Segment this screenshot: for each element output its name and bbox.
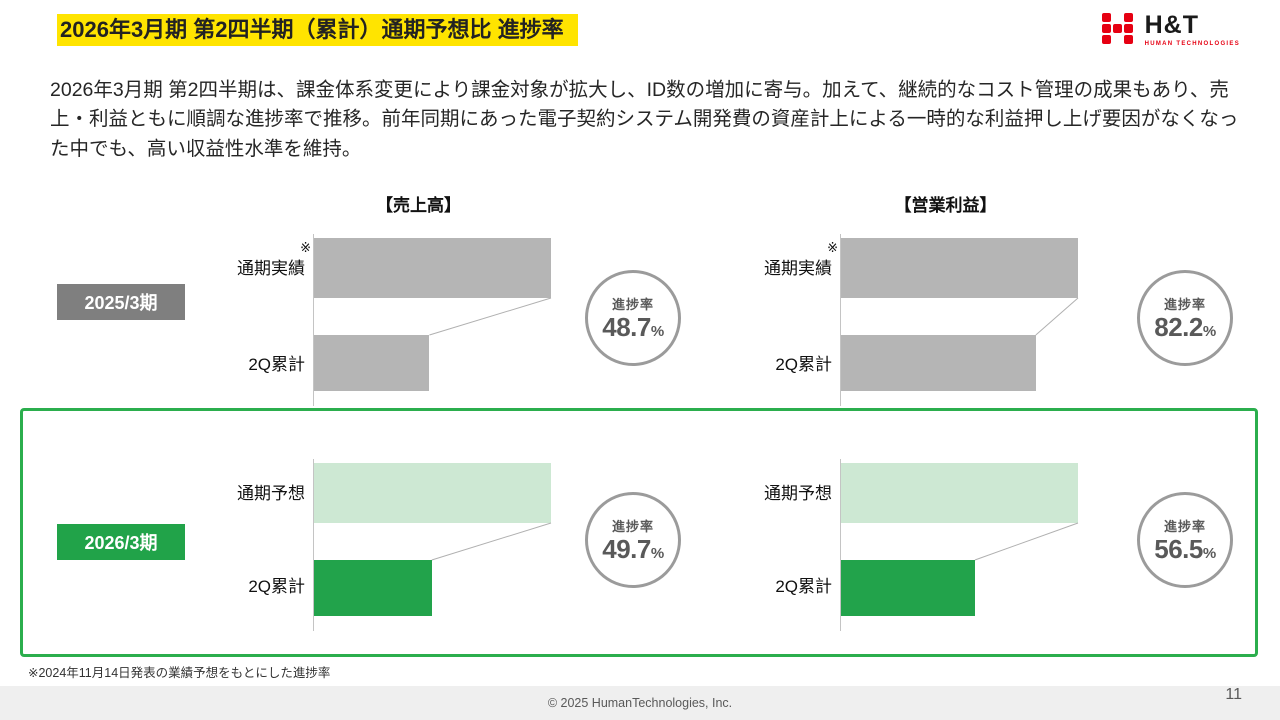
connector-line <box>314 523 551 560</box>
bar-full-2026-revenue <box>314 463 551 523</box>
bar-q2-2026-revenue <box>314 560 432 616</box>
bar-chart-2026-profit <box>840 459 1078 631</box>
connector-line <box>841 523 1078 560</box>
page-title: 2026年3月期 第2四半期（累計）通期予想比 進捗率 <box>57 12 578 46</box>
footer-copyright: © 2025 HumanTechnologies, Inc. <box>0 686 1280 720</box>
footnote-text: ※2024年11月14日発表の業績予想をもとにした進捗率 <box>28 666 331 680</box>
footnote-marker: ※ <box>300 240 311 255</box>
highlight-frame-2026 <box>20 408 1258 657</box>
logo-subtext: HUMAN TECHNOLOGIES <box>1144 41 1240 47</box>
bar-label-full-2026-revenue: 通期予想 <box>237 484 305 503</box>
progress-circle-2025-profit: 進捗率 82.2% <box>1137 270 1233 366</box>
logo-texts: H&T HUMAN TECHNOLOGIES <box>1144 11 1240 48</box>
summary-text: 2026年3月期 第2四半期は、課金体系変更により課金対象が拡大し、ID数の増加… <box>50 79 1239 160</box>
page-title-highlight: 2026年3月期 第2四半期（累計）通期予想比 進捗率 <box>57 14 578 46</box>
bar-chart-2025-profit <box>840 234 1078 406</box>
bar-label-q2-2026-revenue: 2Q累計 <box>248 577 305 596</box>
bar-label-full-2026-profit: 通期予想 <box>764 484 832 503</box>
bar-label-q2-2025-revenue: 2Q累計 <box>248 355 305 374</box>
bar-label-q2-2026-profit: 2Q累計 <box>775 577 832 596</box>
chart-axis <box>840 459 841 631</box>
bar-q2-2025-profit <box>841 335 1036 391</box>
column-header-profit: 【営業利益】 <box>894 196 997 215</box>
bar-full-2025-revenue <box>314 238 551 298</box>
bar-q2-2025-revenue <box>314 335 430 391</box>
bar-q2-2026-profit <box>841 560 975 616</box>
chart-axis <box>313 459 314 631</box>
chart-axis <box>313 234 314 406</box>
ht-logo-icon <box>1101 13 1133 44</box>
bar-label-full-2025-profit: 通期実績 ※ <box>764 240 838 278</box>
footnote-marker: ※ <box>827 240 838 255</box>
bar-chart-2025-revenue <box>313 234 551 406</box>
bar-chart-2026-revenue <box>313 459 551 631</box>
column-header-revenue: 【売上高】 <box>376 196 461 215</box>
period-label-2025: 2025/3期 <box>57 284 185 320</box>
connector-line <box>314 298 551 335</box>
bar-full-2025-profit <box>841 238 1078 298</box>
progress-circle-2026-revenue: 進捗率 49.7% <box>585 492 681 588</box>
page-number: 11 <box>1225 686 1242 703</box>
logo-text: H&T <box>1144 11 1199 39</box>
progress-circle-2026-profit: 進捗率 56.5% <box>1137 492 1233 588</box>
progress-circle-2025-revenue: 進捗率 48.7% <box>585 270 681 366</box>
chart-axis <box>840 234 841 406</box>
bar-full-2026-profit <box>841 463 1078 523</box>
period-label-2026: 2026/3期 <box>57 524 185 560</box>
bar-label-full-2025-revenue: 通期実績 ※ <box>237 240 311 278</box>
bar-label-q2-2025-profit: 2Q累計 <box>775 355 832 374</box>
company-logo: H&T HUMAN TECHNOLOGIES <box>1101 11 1240 48</box>
connector-line <box>841 298 1078 335</box>
